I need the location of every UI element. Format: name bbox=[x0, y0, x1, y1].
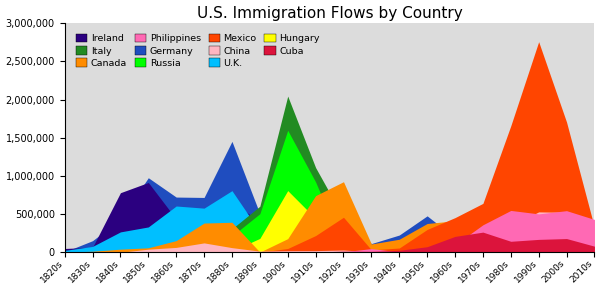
Title: U.S. Immigration Flows by Country: U.S. Immigration Flows by Country bbox=[197, 6, 463, 21]
Legend: Ireland, Italy, Canada, Philippines, Germany, Russia, Mexico, China, U.K., Hunga: Ireland, Italy, Canada, Philippines, Ger… bbox=[72, 30, 323, 72]
